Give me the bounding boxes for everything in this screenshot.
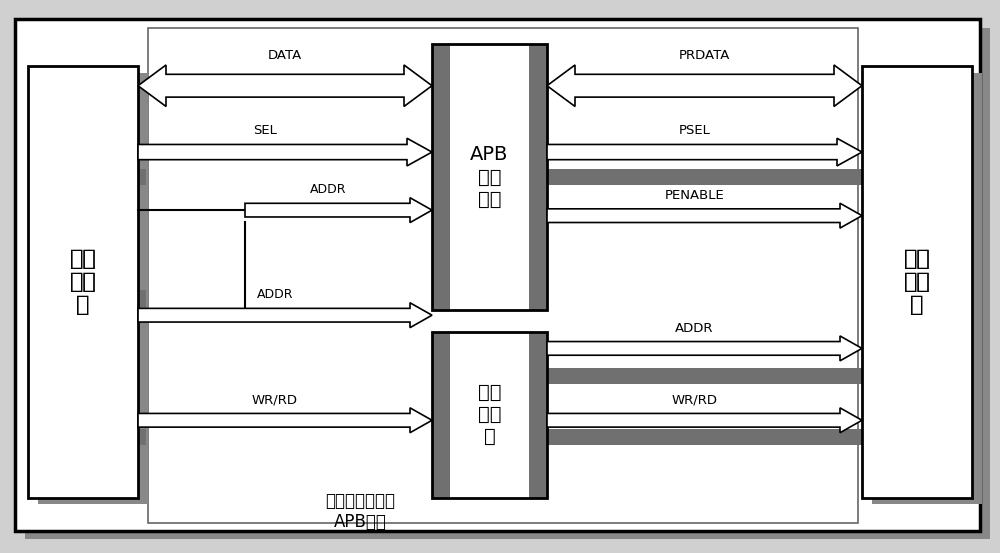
Polygon shape bbox=[245, 198, 432, 222]
Text: ADDR: ADDR bbox=[257, 288, 293, 301]
Text: PSEL: PSEL bbox=[679, 123, 710, 137]
Polygon shape bbox=[138, 303, 432, 327]
Bar bbox=[547, 368, 972, 384]
Bar bbox=[547, 429, 972, 445]
Bar bbox=[529, 332, 547, 498]
Text: 预处
理模
块: 预处 理模 块 bbox=[478, 383, 501, 446]
Polygon shape bbox=[138, 138, 432, 166]
Bar bbox=[432, 44, 450, 310]
Polygon shape bbox=[138, 408, 432, 432]
Text: 存储
器芯
片: 存储 器芯 片 bbox=[904, 249, 930, 315]
Text: DATA: DATA bbox=[268, 49, 302, 62]
Text: PENABLE: PENABLE bbox=[665, 189, 724, 202]
Bar bbox=[529, 44, 547, 310]
Bar bbox=[148, 28, 858, 523]
Text: 具有提速功能的
APB接口: 具有提速功能的 APB接口 bbox=[325, 492, 395, 531]
Polygon shape bbox=[138, 65, 432, 106]
Text: APB
总线
接口: APB 总线 接口 bbox=[470, 145, 509, 208]
Bar bbox=[38, 73, 148, 504]
Bar bbox=[450, 332, 529, 498]
Polygon shape bbox=[547, 408, 862, 432]
Polygon shape bbox=[547, 138, 862, 166]
Text: ADDR: ADDR bbox=[310, 183, 347, 196]
Bar bbox=[872, 73, 982, 504]
Bar bbox=[28, 66, 138, 498]
Bar bbox=[450, 44, 529, 310]
Text: WR/RD: WR/RD bbox=[252, 393, 298, 406]
Text: WR/RD: WR/RD bbox=[672, 393, 718, 406]
Polygon shape bbox=[547, 65, 862, 106]
Bar bbox=[547, 169, 972, 185]
Bar bbox=[28, 429, 146, 445]
Text: SEL: SEL bbox=[253, 123, 277, 137]
Text: PRDATA: PRDATA bbox=[679, 49, 730, 62]
Bar bbox=[432, 44, 547, 310]
Bar bbox=[28, 169, 146, 185]
Bar bbox=[862, 66, 972, 498]
Text: 处理
器芯
片: 处理 器芯 片 bbox=[70, 249, 96, 315]
Bar bbox=[432, 332, 547, 498]
Text: 存储
器芯
片: 存储 器芯 片 bbox=[904, 249, 930, 315]
Bar bbox=[28, 290, 146, 307]
Bar bbox=[432, 332, 450, 498]
Text: 处理
器芯
片: 处理 器芯 片 bbox=[70, 249, 96, 315]
Polygon shape bbox=[547, 336, 862, 361]
Text: ADDR: ADDR bbox=[675, 321, 714, 335]
Polygon shape bbox=[547, 204, 862, 228]
